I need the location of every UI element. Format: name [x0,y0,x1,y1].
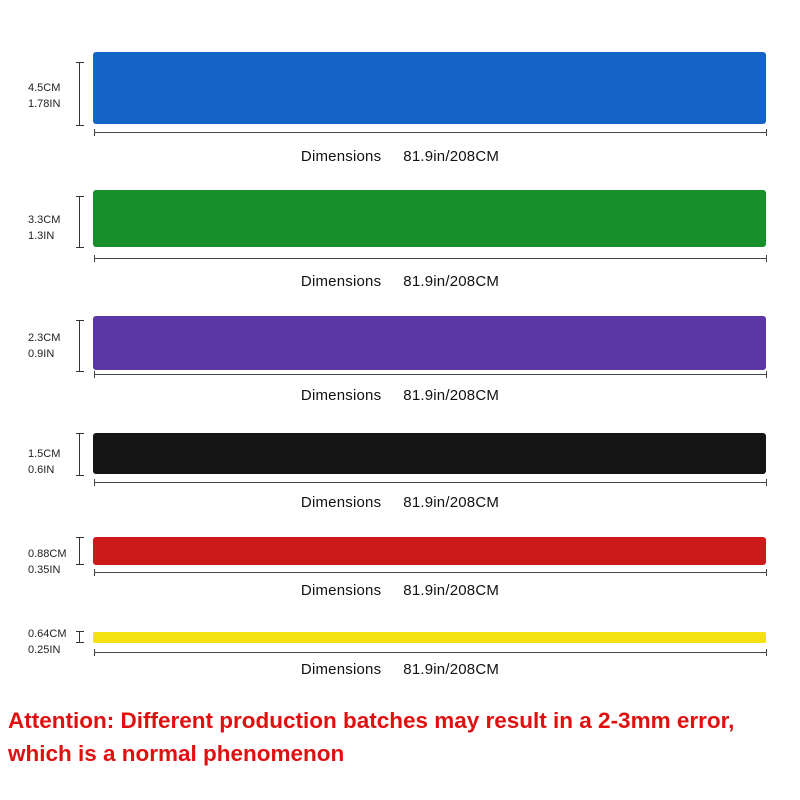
height-bracket [76,537,84,565]
length-line [94,255,767,262]
band-width-in: 0.9IN [28,348,55,360]
band-width-in: 1.78IN [28,98,61,110]
dimension-label: Dimensions [300,661,382,678]
height-bracket [76,320,84,372]
dimension-text: Dimensions 81.9in/208CM [0,582,800,599]
band-width-cm: 2.3CM [28,332,61,344]
dimension-label: Dimensions [300,387,382,404]
length-line [94,129,767,136]
dimension-text: Dimensions 81.9in/208CM [0,387,800,404]
band-size-label: 2.3CM 0.9IN [28,330,60,362]
dimension-value: 81.9in/208CM [403,148,500,165]
band-width-cm: 3.3CM [28,214,61,226]
attention-line-2: which is a normal phenomenon [8,741,345,766]
dimension-value: 81.9in/208CM [403,273,500,290]
length-line [94,479,767,486]
dimension-value: 81.9in/208CM [403,387,500,404]
band-width-in: 1.3IN [28,230,55,242]
dimension-value: 81.9in/208CM [403,661,500,678]
dimension-text: Dimensions 81.9in/208CM [0,148,800,165]
resistance-band [93,632,766,643]
attention-notice: Attention: Different production batches … [8,704,798,770]
band-width-cm: 0.64CM [28,628,67,640]
band-width-in: 0.25IN [28,644,61,656]
dimension-text: Dimensions 81.9in/208CM [0,661,800,678]
band-size-label: 1.5CM 0.6IN [28,446,60,478]
band-width-cm: 0.88CM [28,548,67,560]
band-size-label: 0.88CM 0.35IN [28,546,67,578]
height-bracket [76,62,84,126]
band-width-in: 0.6IN [28,464,55,476]
dimension-label: Dimensions [300,148,382,165]
dimension-text: Dimensions 81.9in/208CM [0,494,800,511]
band-width-in: 0.35IN [28,564,61,576]
resistance-band [93,537,766,565]
dimension-value: 81.9in/208CM [403,494,500,511]
band-size-label: 4.5CM 1.78IN [28,80,60,112]
dimension-label: Dimensions [300,273,382,290]
height-bracket [76,433,84,476]
resistance-band [93,316,766,370]
dimension-value: 81.9in/208CM [403,582,500,599]
dimension-label: Dimensions [300,582,382,599]
height-bracket [76,631,84,643]
resistance-band [93,190,766,247]
length-line [94,371,767,378]
resistance-band [93,433,766,474]
dimension-label: Dimensions [300,494,382,511]
band-size-label: 0.64CM 0.25IN [28,626,67,658]
length-line [94,569,767,576]
band-size-label: 3.3CM 1.3IN [28,212,60,244]
length-line [94,649,767,656]
band-width-cm: 4.5CM [28,82,61,94]
band-width-cm: 1.5CM [28,448,61,460]
resistance-band [93,52,766,124]
attention-line-1: Attention: Different production batches … [8,708,735,733]
dimension-text: Dimensions 81.9in/208CM [0,273,800,290]
height-bracket [76,196,84,248]
